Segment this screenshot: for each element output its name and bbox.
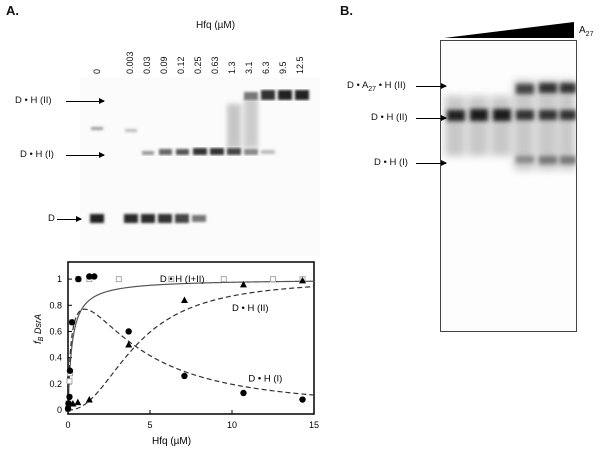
data-point-triangle [74,398,82,406]
data-point-circle [68,319,76,326]
concentration-label: 0.003 [125,51,135,74]
concentration-label: 0.63 [210,56,220,74]
arrow-dh2-b [416,115,447,121]
arrow-da27h2-b [416,83,447,89]
concentration-label: 12.5 [295,56,305,74]
data-point-triangle [299,276,307,284]
arrow-dh1-a [66,152,105,158]
band-label-d-a: D [48,213,55,224]
y-tick-label: 0.8 [49,300,62,310]
data-point-square [220,276,227,283]
data-point-circle [299,396,306,403]
data-point-circle [66,393,73,401]
data-point-triangle [239,280,247,288]
panel-b-label: B. [340,3,353,18]
x-tick-label: 15 [309,420,319,430]
panel-a-label: A. [6,3,19,18]
data-point-circle [181,372,188,380]
data-point-circle [240,389,247,397]
data-point-square [168,276,175,283]
x-tick-label: 5 [147,420,152,430]
plot-frame [67,261,315,415]
concentration-label: 1.3 [227,61,237,74]
y-tick-label: 0.2 [49,379,62,389]
band-label-da27h2-sub: 27 [368,85,377,93]
band-label-da27h2-post: • H (II) [376,80,406,91]
series-annotation: D • H (I+II) [160,274,205,285]
band-label-dh2-a: D • H (II) [15,95,52,106]
data-point-square [270,276,276,283]
y-tick-label: 0.6 [49,326,62,336]
arrow-dh2-a [66,98,105,104]
x-tick-label: 0 [65,420,70,430]
band-label-dh2-b: D • H (II) [371,112,408,123]
wedge-label: A27 [579,25,593,38]
concentration-label: 0.09 [159,56,169,74]
x-axis-label: Hfq (µM) [152,436,191,447]
arrow-dh1-b [416,160,447,166]
fit-curve [67,285,315,411]
data-point-triangle [125,341,133,348]
series-annotation: D • H (I) [248,374,282,385]
concentration-label: 6.3 [261,61,271,74]
gel-image-b [440,40,577,332]
data-point-circle [125,328,132,335]
concentration-label: 0.03 [142,56,152,74]
band-dh1-row [142,148,275,155]
data-point-circle [66,367,74,374]
y-axis-label: fB DsrA [33,314,45,344]
concentration-label: 0 [92,68,102,74]
a27-gradient-wedge [444,22,574,38]
y-tick-label: 1 [57,274,62,284]
concentration-label: 9.5 [278,61,288,74]
data-point-triangle [180,296,188,304]
concentration-label: 3.1 [244,61,254,74]
data-point-circle [91,273,98,280]
band-d-row [90,127,206,223]
binding-chart: 0 0.2 0.4 0.6 0.8 1 0 5 10 15 D • H (I+II) D • H … [33,261,319,447]
series-annotation: D • H (II) [232,303,269,314]
data-point-triangle [85,396,93,403]
band-label-dh1-b: D • H (I) [374,157,408,168]
band-label-da27h2-pre: D • A [347,80,369,91]
arrow-d-a [57,216,82,222]
concentration-label: 0.25 [193,56,203,74]
gel-image-a [80,78,320,256]
data-point-circle [64,405,72,412]
band-label-dh1-a: D • H (I) [20,149,54,160]
y-tick-label: 0.4 [49,353,62,363]
y-tick-label: 0 [57,405,62,415]
wedge-label-sub: 27 [585,31,594,38]
band-dh2-row [244,90,309,100]
x-tick-label: 10 [227,420,237,430]
data-point-circle [86,273,93,280]
hfq-axis-title: Hfq (µM) [196,20,236,31]
data-point-square [115,276,122,283]
fit-curve [67,308,315,411]
data-point-circle [75,275,82,283]
band-label-da27h2-b: D • A27 • H (II) [347,80,406,93]
concentration-label: 0.12 [176,56,186,74]
wedge-label-a: A [579,25,586,36]
data-point-square [66,378,73,385]
